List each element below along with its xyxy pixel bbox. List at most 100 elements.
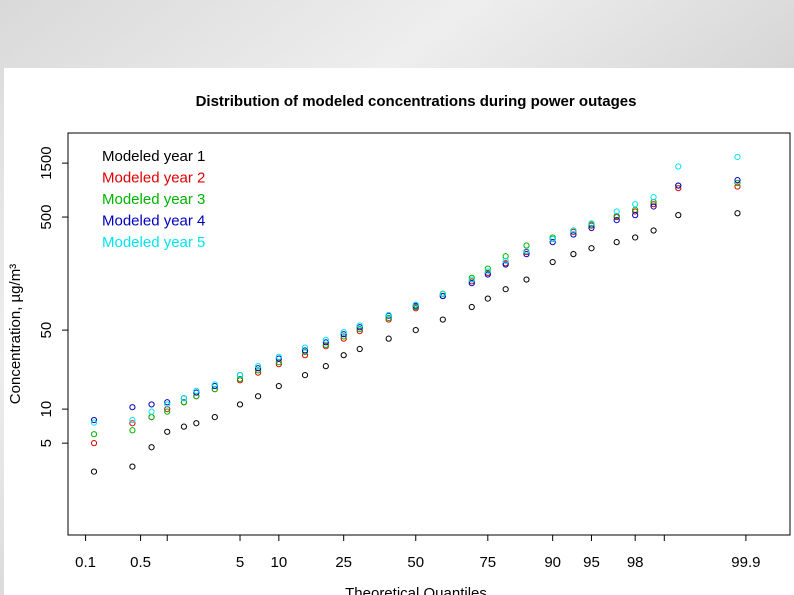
data-point [632,212,639,219]
data-point [588,220,595,227]
data-point [484,265,491,272]
data-point [523,251,530,258]
data-point [148,401,155,408]
data-point [254,367,262,374]
data-point [632,208,639,215]
data-point [90,431,98,438]
legend-entry: Modeled year 3 [102,191,205,208]
y-tick-label: 50 [38,322,55,339]
data-point [340,335,347,342]
data-point [484,295,491,302]
data-point [484,268,491,275]
data-point [164,399,171,406]
data-point [734,179,741,187]
data-point [129,427,136,434]
legend-entry: Modeled year 2 [102,169,205,186]
data-point [502,261,509,268]
data-point [439,316,446,323]
x-tick-label: 90 [544,554,561,571]
data-point [502,286,509,293]
x-tick-label: 98 [627,554,644,571]
data-point [254,363,262,370]
data-point [570,251,577,258]
data-point [236,401,244,408]
data-point [340,329,347,336]
data-point [613,208,620,215]
data-point [211,413,218,421]
data-point [275,355,282,362]
data-point [549,239,556,246]
data-point [211,381,218,388]
data-point [254,365,262,372]
data-point [502,253,509,260]
data-point [129,420,136,427]
data-point [301,352,309,359]
data-point [180,395,188,402]
data-point [180,423,188,430]
legend-entry: Modeled year 1 [102,148,205,165]
data-point [90,416,98,424]
data-point [254,369,262,376]
data-point [236,375,244,383]
data-point [523,247,530,255]
data-point [301,344,309,351]
data-point [385,311,392,319]
data-point [275,353,282,360]
data-point [385,314,392,322]
data-point [180,399,188,406]
data-point [468,278,475,285]
data-point [632,234,639,241]
data-point [322,336,329,343]
data-point [468,276,475,283]
data-point [412,327,419,334]
data-point [322,363,329,370]
data-point [468,280,475,287]
data-point [613,239,620,246]
data-point [468,303,475,311]
x-tick-label: 0.5 [130,554,151,571]
data-point [129,416,136,424]
data-point [193,387,200,394]
data-point [193,420,200,427]
data-point [129,404,136,411]
data-point [734,210,741,217]
data-point [632,201,639,208]
data-point [549,235,556,243]
x-axis-label: Theoretical Quantiles [345,585,487,595]
data-point [549,258,556,266]
data-point [734,153,741,161]
data-point [588,245,595,252]
chart-area [4,68,794,595]
data-point [236,371,244,379]
chart-title: Distribution of modeled concentrations d… [196,93,637,110]
data-point [385,335,392,342]
data-point [613,212,620,220]
data-point [613,216,620,224]
data-point [275,382,282,390]
data-point [484,271,491,278]
data-point [570,227,577,234]
y-tick-label: 10 [38,401,55,418]
data-point [570,231,577,238]
data-point [439,292,446,300]
data-point [650,194,657,201]
data-point [650,203,657,210]
data-point [412,301,419,308]
x-tick-label: 5 [236,554,244,571]
data-point [164,401,171,408]
data-point [340,352,347,359]
y-tick-label: 1500 [38,146,55,179]
data-point [675,182,682,189]
data-point [164,428,171,435]
data-point [301,371,309,379]
data-point [356,326,363,333]
x-tick-label: 50 [407,554,424,571]
y-axis-label: Concentration, µg/m³ [7,264,24,404]
data-point [148,408,155,415]
plot-frame [67,132,791,536]
data-point [301,347,309,354]
data-point [356,322,363,329]
data-point [734,177,741,184]
data-point [148,444,155,451]
